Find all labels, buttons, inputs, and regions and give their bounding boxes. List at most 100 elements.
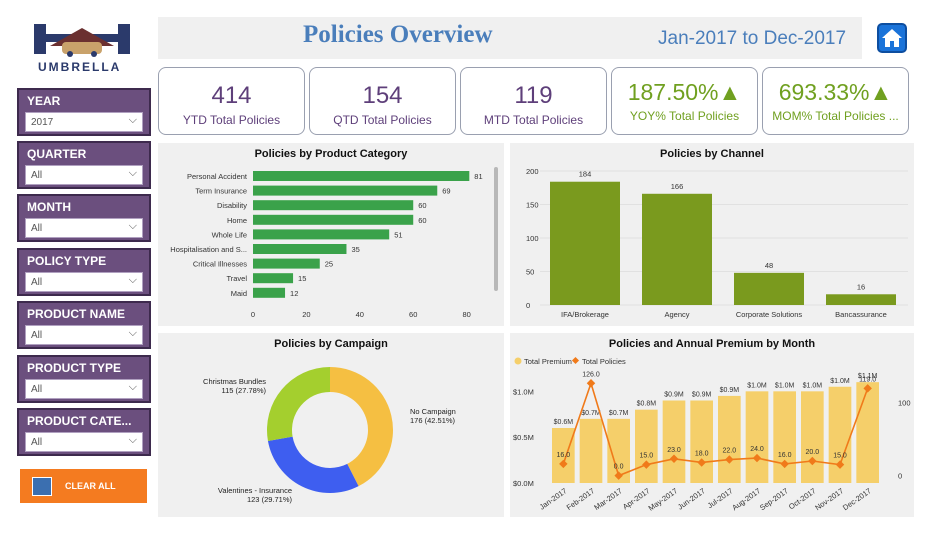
premium-data-label: $0.8M (637, 401, 657, 408)
donut-slice (267, 436, 359, 493)
slicer-label: YEAR (27, 94, 61, 108)
premium-data-label: $1.0M (830, 378, 850, 385)
up-arrow-icon: ▲ (869, 79, 893, 105)
clear-all-button[interactable]: CLEAR ALL (20, 469, 147, 503)
month-tick-label: May-2017 (647, 486, 679, 513)
policies-data-label: 119.0 (859, 376, 876, 383)
slicer-product-type: PRODUCT TYPE All ⌵ (17, 355, 151, 403)
chevron-down-icon: ⌵ (128, 381, 137, 393)
chevron-down-icon: ⌵ (128, 114, 137, 126)
slicer-label: POLICY TYPE (27, 254, 107, 268)
chevron-down-icon: ⌵ (128, 167, 137, 179)
legend-marker-policies (571, 356, 580, 365)
month-tick-label: Jul-2017 (706, 486, 735, 510)
chevron-down-icon: ⌵ (128, 274, 137, 286)
product-type-dropdown[interactable]: All ⌵ (25, 379, 143, 399)
policy-type-dropdown[interactable]: All ⌵ (25, 272, 143, 292)
y-right-tick-label: 0 (898, 472, 902, 481)
policies-point (780, 459, 789, 469)
premium-bar (635, 409, 658, 483)
data-label: 60 (418, 201, 426, 210)
month-tick-label: Nov-2017 (813, 486, 845, 512)
product-name-dropdown[interactable]: All ⌵ (25, 325, 143, 345)
policies-data-label: 18.0 (695, 450, 709, 457)
data-label: 51 (394, 230, 402, 239)
header-bar: Policies Overview Jan-2017 to Dec-2017 (158, 17, 862, 59)
house-car-logo-icon (34, 24, 130, 57)
chart-channel: Policies by Channel 0 50 100 150 200 184 IFA/B… (510, 143, 914, 326)
chevron-down-icon: ⌵ (128, 220, 137, 232)
category-tick-label: Agency (664, 310, 689, 319)
scrollbar[interactable] (494, 167, 498, 291)
bar (253, 171, 470, 181)
slicer-quarter: QUARTER All ⌵ (17, 141, 151, 189)
data-label: 60 (418, 216, 426, 225)
premium-data-label: $1.0M (775, 382, 795, 389)
channel-bar-chart: 0 50 100 150 200 184 IFA/Brokerage 166 Agency 48 C… (526, 167, 908, 319)
home-button[interactable] (877, 23, 907, 53)
premium-data-label: $0.9M (692, 392, 712, 399)
category-tick-label: Bancassurance (835, 310, 887, 319)
y-tick-label: 150 (526, 201, 539, 210)
quarter-dropdown[interactable]: All ⌵ (25, 165, 143, 185)
data-label: 16 (857, 282, 865, 291)
kpi-label: QTD Total Policies (333, 113, 432, 127)
x-tick-label: 0 (251, 310, 255, 319)
category-tick-label: Hospitalisation and S... (170, 245, 247, 254)
slicer-month: MONTH All ⌵ (17, 194, 151, 242)
premium-bar (856, 382, 879, 483)
bar (253, 214, 414, 225)
bar (253, 200, 414, 211)
y-right-tick-label: 100 (898, 398, 911, 407)
slice-value-label: 176 (42.51%) (410, 416, 456, 425)
date-range: Jan-2017 to Dec-2017 (658, 28, 847, 49)
slicer-label: PRODUCT TYPE (27, 361, 122, 375)
product-category-bar-chart: Personal Accident 81 Term Insurance 69 Disab… (170, 171, 483, 319)
eraser-filter-icon (32, 477, 52, 496)
slicer-year: YEAR 2017 ⌵ (17, 88, 151, 136)
dropdown-value: All (31, 384, 43, 395)
category-tick-label: Critical Illnesses (193, 260, 247, 269)
donut-slice (267, 367, 330, 441)
slice-value-label: 123 (29.71%) (247, 495, 293, 504)
slicer-label: QUARTER (27, 147, 87, 161)
kpi-value: 154 (362, 82, 403, 109)
y-tick-label: 200 (526, 167, 539, 176)
month-tick-label: Aug-2017 (730, 486, 762, 512)
category-tick-label: Personal Accident (187, 172, 248, 181)
premium-data-label: $1.1M (858, 373, 878, 380)
kpi-label: YOY% Total Policies (629, 109, 740, 123)
policies-point (863, 384, 872, 393)
data-label: 184 (579, 170, 592, 179)
slicer-product-category: PRODUCT CATE... All ⌵ (17, 408, 151, 456)
month-tick-label: Mar-2017 (592, 486, 623, 512)
y-tick-label: 50 (526, 268, 534, 277)
data-label: 15 (298, 274, 306, 283)
slice-name-label: No Campaign (410, 407, 456, 416)
month-dropdown[interactable]: All ⌵ (25, 218, 143, 238)
premium-bar (662, 400, 686, 483)
kpi-mtd: 119 MTD Total Policies (460, 67, 607, 135)
premium-bar (579, 418, 603, 483)
data-label: 81 (474, 172, 482, 181)
y-tick-label: 0 (526, 301, 530, 310)
bar (253, 258, 320, 269)
dropdown-value: All (31, 330, 43, 341)
y-tick-label: 100 (526, 234, 539, 243)
slice-name-label: Valentines - Insurance (218, 486, 292, 495)
month-tick-label: Apr-2017 (621, 486, 651, 511)
premium-data-label: $0.9M (720, 387, 740, 394)
legend-marker-premium (514, 357, 522, 365)
category-tick-label: Disability (217, 201, 247, 210)
year-dropdown[interactable]: 2017 ⌵ (25, 112, 143, 132)
slicer-policy-type: POLICY TYPE All ⌵ (17, 248, 151, 296)
kpi-yoy: 187.50%▲ YOY% Total Policies (611, 67, 758, 135)
legend-label: Total Premium (524, 357, 572, 366)
x-tick-label: 80 (462, 310, 470, 319)
bar (550, 181, 620, 305)
product-category-dropdown[interactable]: All ⌵ (25, 432, 143, 452)
month-tick-label: Feb-2017 (565, 486, 596, 512)
policies-line (562, 380, 869, 477)
category-tick-label: Corporate Solutions (736, 310, 803, 319)
clear-all-label: CLEAR ALL (65, 481, 116, 491)
